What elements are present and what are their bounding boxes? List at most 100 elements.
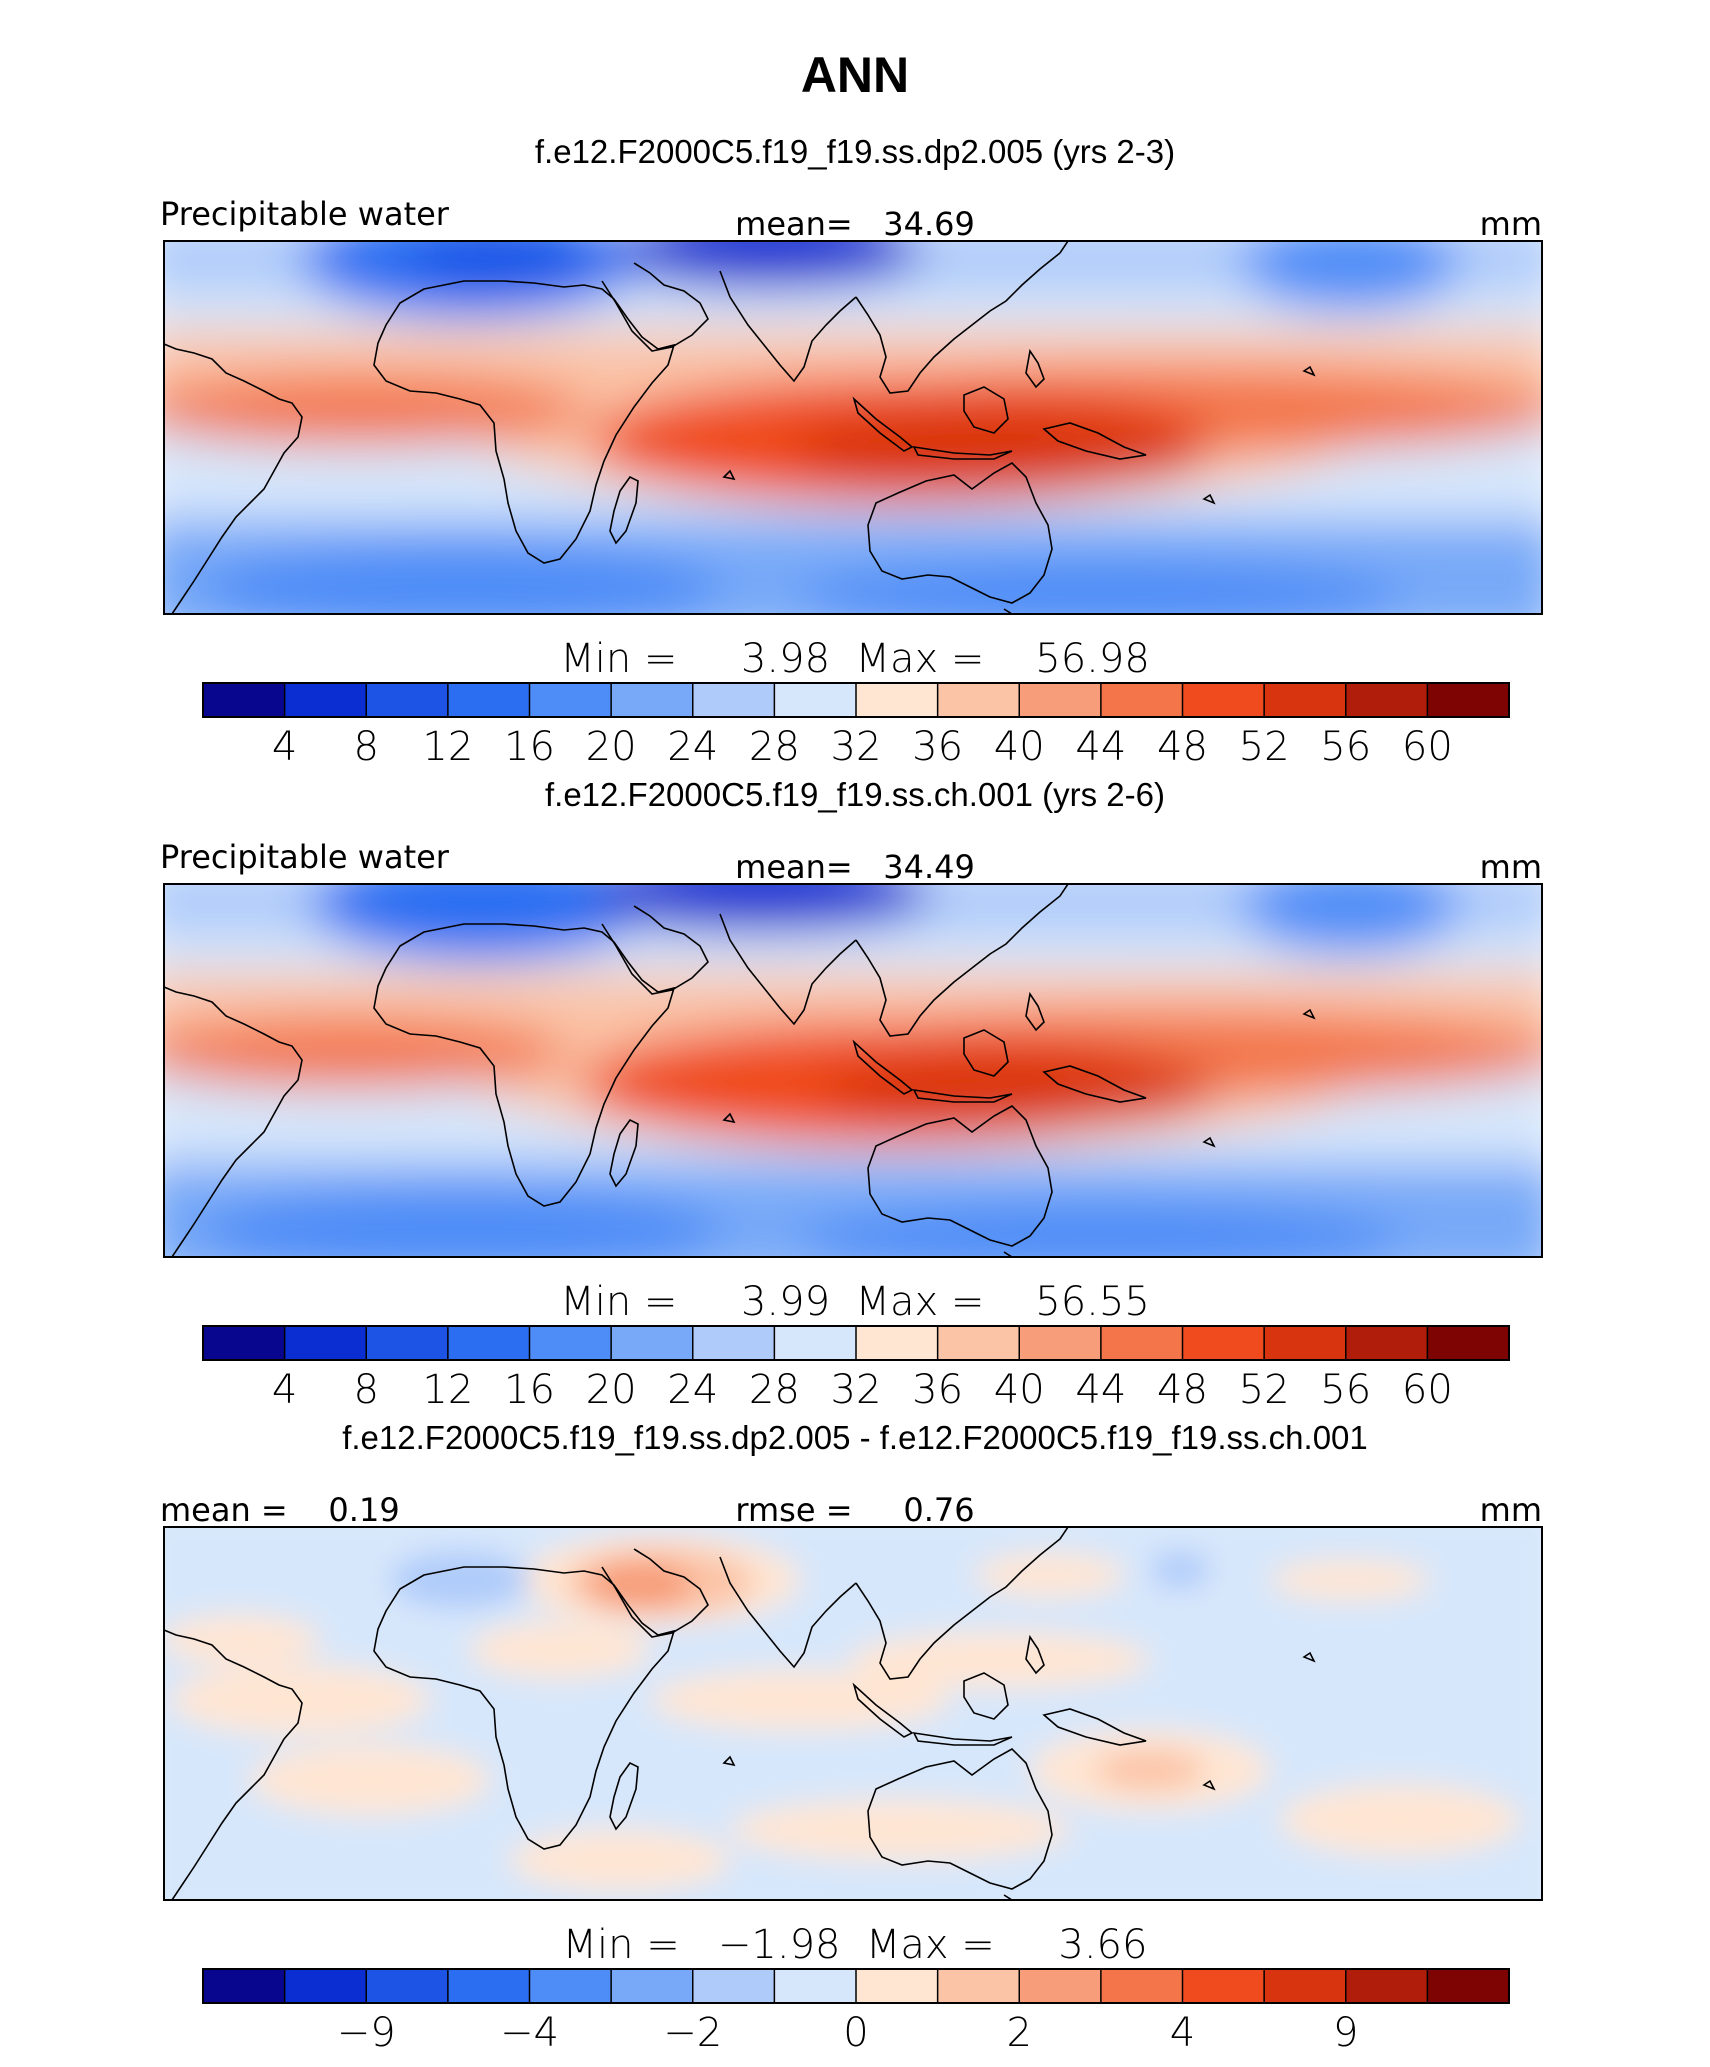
colorbar-2-tick-label: 8 [354,1367,379,1413]
colorbar-2-tick-label: 12 [422,1367,473,1413]
colorbar-3-tick-label: 9 [1333,2010,1358,2056]
colorbar-3-swatch-13 [1182,1969,1265,2003]
colorbar-3-swatch-16 [1427,1969,1510,2003]
colorbar-2-tick-label: 4 [272,1367,297,1413]
colorbar-2-tick-label: 52 [1239,1367,1290,1413]
colorbar-1-swatch-14 [1264,683,1347,717]
colorbar-2-swatch-4 [447,1326,531,1360]
colorbar-2-swatch-13 [1182,1326,1265,1360]
colorbar-1-swatch-9 [856,683,939,717]
colorbar-3-swatch-10 [937,1969,1020,2003]
colorbar-3-tick-label: 0 [843,2010,868,2056]
panel-3-minmax: Min = −1.98 Max = 3.66 [563,1922,1148,1968]
colorbar-1-tick-label: 12 [422,724,473,770]
panel-1-minmax: Min = 3.98 Max = 56.98 [560,636,1150,682]
colorbar-2-swatch-5 [529,1326,612,1360]
panel-1-left-label: Precipitable water [160,195,450,233]
colorbar-3-swatch-6 [611,1969,694,2003]
colorbar-2-swatch-7 [692,1326,775,1360]
panel-1-colorbar: 4 8 12 16 20 24 28 32 36 40 44 48 52 56 60 [202,682,1510,770]
colorbar-2-tick-label: 16 [504,1367,555,1413]
panel-2: f.e12.F2000C5.f19_f19.ss.ch.001 (yrs 2-6… [160,776,1543,1413]
colorbar-3-swatch-9 [856,1969,939,2003]
panel-3-subtitle: f.e12.F2000C5.f19_f19.ss.dp2.005 - f.e12… [342,1419,1368,1456]
colorbar-3-swatch-15 [1345,1969,1428,2003]
colorbar-2-swatch-15 [1345,1326,1428,1360]
panel-3-mean: mean = 0.19 [160,1491,400,1529]
colorbar-1-tick-label: 8 [354,724,379,770]
colorbar-2-tick-label: 32 [831,1367,882,1413]
panel-3-colorbar: −9 −4 −2 0 2 4 9 [202,1968,1510,2056]
colorbar-1-swatch-12 [1100,683,1184,717]
colorbar-1-tick-label: 28 [749,724,800,770]
colorbar-1-frame [202,682,1510,718]
colorbar-1-tick-label: 52 [1239,724,1290,770]
colorbar-1-tick-label: 32 [831,724,882,770]
colorbar-1-tick-label: 56 [1320,724,1371,770]
colorbar-3-swatch-11 [1019,1969,1102,2003]
panel-2-left-label: Precipitable water [160,838,450,876]
colorbar-2-swatch-10 [937,1326,1020,1360]
colorbar-1-swatch-10 [937,683,1020,717]
colorbar-1-swatch-8 [774,683,857,717]
colorbar-2-tick-label: 44 [1075,1367,1126,1413]
colorbar-2-tick-label: 56 [1320,1367,1371,1413]
colorbar-1-swatch-13 [1182,683,1265,717]
colorbar-3-tick-label: 4 [1170,2010,1195,2056]
colorbar-2-swatch-6 [611,1326,694,1360]
colorbar-2-swatch-1 [203,1326,286,1360]
colorbar-2-frame [202,1325,1510,1361]
colorbar-1-swatch-16 [1427,683,1510,717]
colorbar-3-swatch-1 [203,1969,286,2003]
colorbar-2-swatch-12 [1100,1326,1184,1360]
colorbar-1-tick-label: 36 [912,724,963,770]
panel-2-mean: mean= 34.49 [735,848,975,886]
panel-3-units: mm [1480,1491,1542,1529]
colorbar-1-swatch-7 [692,683,775,717]
colorbar-1-swatch-5 [529,683,612,717]
colorbar-1-tick-label: 20 [586,724,637,770]
colorbar-3-swatch-4 [447,1969,531,2003]
panel-1: f.e12.F2000C5.f19_f19.ss.dp2.005 (yrs 2-… [160,133,1543,770]
colorbar-2-swatch-14 [1264,1326,1347,1360]
panel-1-map-field [164,241,1542,614]
colorbar-3-tick-label: 2 [1007,2010,1032,2056]
panel-1-units: mm [1480,205,1542,243]
panel-1-map-frame [163,240,1543,615]
colorbar-3-tick-label: −2 [663,2010,722,2056]
colorbar-2-tick-label: 40 [994,1367,1045,1413]
panel-2-minmax: Min = 3.99 Max = 56.55 [560,1279,1150,1325]
colorbar-1-swatch-6 [611,683,694,717]
colorbar-1-swatch-1 [203,683,286,717]
colorbar-1-tick-label: 40 [994,724,1045,770]
colorbar-3-tick-label: −9 [337,2010,396,2056]
panel-3: f.e12.F2000C5.f19_f19.ss.dp2.005 - f.e12… [160,1419,1543,2056]
colorbar-3-swatch-12 [1100,1969,1184,2003]
colorbar-2-swatch-8 [774,1326,857,1360]
colorbar-3-swatch-5 [529,1969,612,2003]
colorbar-1-swatch-3 [366,683,449,717]
colorbar-3-swatch-14 [1264,1969,1347,2003]
colorbar-1-tick-label: 60 [1402,724,1453,770]
colorbar-3-swatch-2 [284,1969,367,2003]
colorbar-2-tick-label: 28 [749,1367,800,1413]
colorbar-2-swatch-11 [1019,1326,1102,1360]
colorbar-1-swatch-4 [447,683,531,717]
colorbar-1-tick-label: 24 [667,724,718,770]
colorbar-1-swatch-2 [284,683,367,717]
colorbar-2-swatch-2 [284,1326,367,1360]
colorbar-3-swatch-7 [692,1969,775,2003]
colorbar-1-swatch-15 [1345,683,1428,717]
colorbar-3-swatch-3 [366,1969,449,2003]
colorbar-2-tick-label: 36 [912,1367,963,1413]
panel-2-units: mm [1480,848,1542,886]
colorbar-2-tick-label: 60 [1402,1367,1453,1413]
panel-3-map-field [164,1527,1542,1900]
colorbar-1-tick-label: 16 [504,724,555,770]
colorbar-1-tick-label: 44 [1075,724,1126,770]
colorbar-2-tick-label: 24 [667,1367,718,1413]
panel-2-map-field [164,884,1542,1257]
colorbar-3-swatch-8 [774,1969,857,2003]
colorbar-2-tick-label: 48 [1157,1367,1208,1413]
